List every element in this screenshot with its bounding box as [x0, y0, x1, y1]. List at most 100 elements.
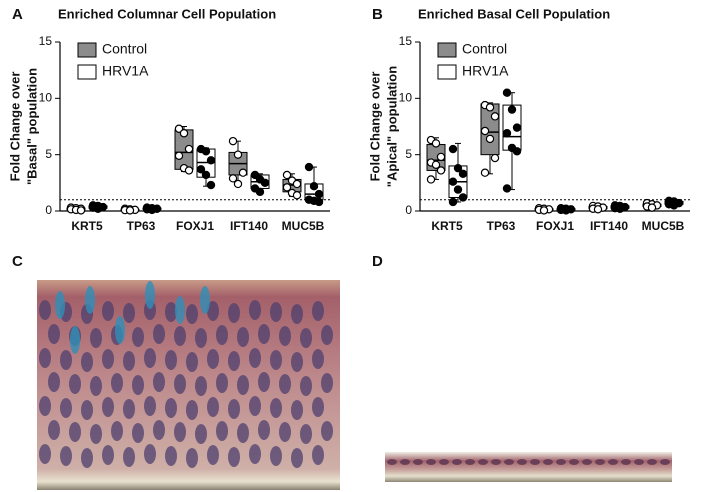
y-tick-label: 10	[39, 91, 53, 105]
data-point	[485, 103, 495, 112]
nucleus	[504, 459, 514, 465]
data-point	[502, 184, 512, 193]
legend-label: HRV1A	[102, 63, 149, 79]
nucleus	[48, 324, 60, 344]
nucleus	[291, 304, 303, 324]
nucleus	[60, 446, 72, 466]
nucleus	[530, 459, 540, 465]
data-point	[255, 187, 265, 197]
nucleus	[249, 348, 261, 368]
nucleus	[258, 420, 270, 440]
goblet-cell	[175, 296, 185, 324]
nucleus	[647, 459, 657, 465]
y-axis-label: "Apical" population	[384, 66, 399, 187]
nucleus	[312, 301, 324, 321]
data-point	[615, 204, 625, 213]
data-point	[309, 182, 319, 191]
data-point	[292, 191, 302, 200]
nucleus	[660, 459, 670, 465]
y-tick-label: 15	[39, 34, 53, 48]
data-point	[539, 206, 549, 215]
nucleus	[69, 374, 81, 394]
nucleus	[582, 459, 592, 465]
data-point	[485, 134, 495, 144]
panel-label: B	[372, 6, 383, 23]
data-point	[458, 169, 468, 179]
x-tick-label: MUC5B	[282, 219, 325, 233]
data-point	[304, 162, 314, 172]
nucleus	[111, 373, 123, 393]
nucleus	[174, 422, 186, 442]
nucleus	[321, 325, 333, 345]
chart-title: Enriched Basal Cell Population	[418, 6, 610, 21]
nucleus	[174, 326, 186, 346]
nucleus	[300, 328, 312, 348]
nucleus	[90, 328, 102, 348]
y-tick-label: 0	[405, 203, 412, 217]
nucleus	[132, 423, 144, 443]
x-tick-label: FOXJ1	[536, 219, 574, 233]
data-point	[512, 147, 522, 156]
data-point	[282, 183, 292, 192]
data-point	[480, 168, 490, 177]
nucleus	[237, 423, 249, 443]
nucleus	[132, 327, 144, 347]
nucleus	[39, 348, 51, 368]
nucleus	[39, 444, 51, 464]
data-point	[431, 139, 441, 148]
nucleus	[312, 445, 324, 465]
nucleus	[81, 352, 93, 372]
data-point	[184, 166, 194, 175]
data-point	[426, 175, 436, 184]
data-point	[260, 178, 270, 188]
nucleus	[195, 376, 207, 396]
data-point	[512, 123, 522, 132]
x-tick-label: MUC5B	[642, 219, 685, 233]
nucleus	[569, 459, 579, 465]
nucleus	[270, 302, 282, 322]
data-point	[238, 168, 248, 177]
nucleus	[186, 304, 198, 324]
data-point	[561, 206, 571, 215]
nucleus	[312, 397, 324, 417]
nucleus	[621, 459, 631, 465]
data-point	[125, 206, 135, 215]
data-point	[201, 170, 211, 180]
data-point	[453, 163, 463, 173]
nucleus	[144, 444, 156, 464]
nucleus	[144, 348, 156, 368]
data-point	[436, 152, 446, 162]
nucleus	[216, 421, 228, 441]
nucleus	[207, 397, 219, 417]
data-point	[480, 126, 490, 136]
legend-label: HRV1A	[462, 63, 509, 79]
nucleus	[186, 400, 198, 420]
nucleus	[439, 459, 449, 465]
nucleus	[400, 459, 410, 465]
nucleus	[165, 446, 177, 466]
nucleus	[81, 400, 93, 420]
goblet-cell	[200, 286, 210, 314]
nucleus	[228, 303, 240, 323]
goblet-cell	[85, 286, 95, 314]
nucleus	[165, 302, 177, 322]
nucleus	[207, 301, 219, 321]
goblet-cell	[55, 291, 65, 319]
data-point	[282, 170, 292, 180]
nucleus	[123, 303, 135, 323]
data-point	[593, 205, 603, 214]
data-point	[179, 129, 189, 138]
nucleus	[102, 445, 114, 465]
data-point	[502, 129, 512, 138]
nucleus	[270, 350, 282, 370]
nucleus	[228, 447, 240, 467]
nucleus	[153, 372, 165, 392]
x-tick-label: KRT5	[71, 219, 103, 233]
nucleus	[556, 459, 566, 465]
data-point	[196, 165, 206, 174]
nucleus	[144, 396, 156, 416]
nucleus	[60, 350, 72, 370]
chart-title: Enriched Columnar Cell Population	[58, 6, 276, 21]
data-point	[507, 105, 517, 114]
data-point	[669, 201, 679, 210]
